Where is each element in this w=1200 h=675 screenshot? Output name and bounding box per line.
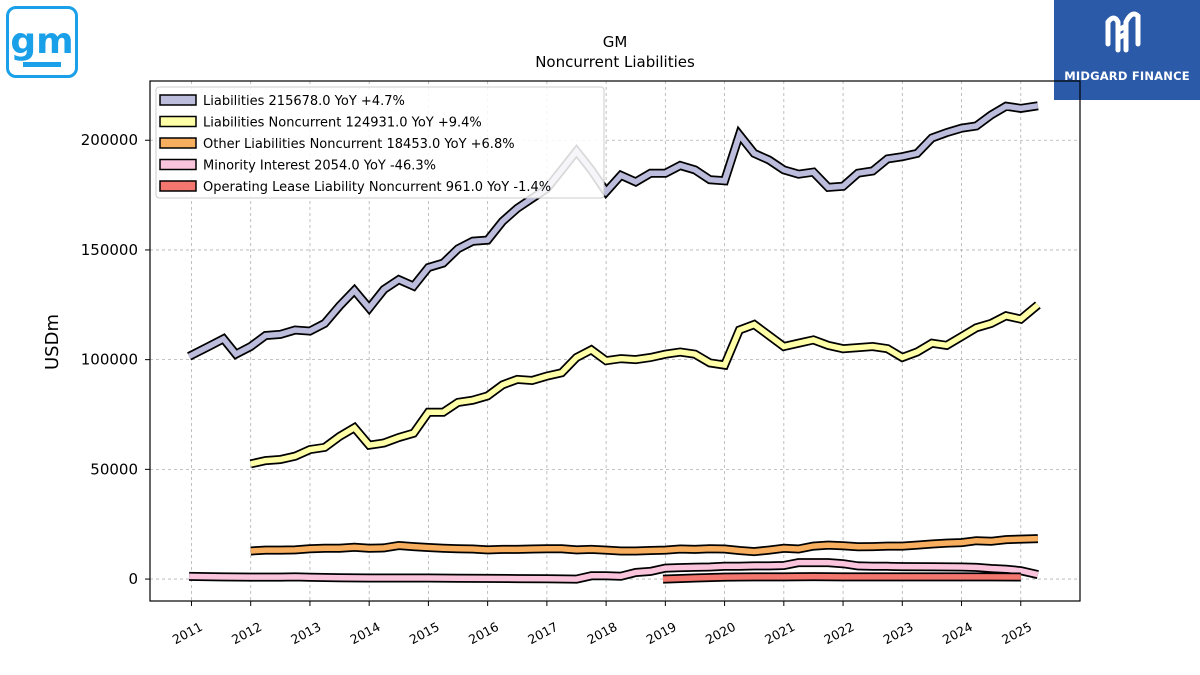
y-tick-label: 200000 <box>81 131 138 149</box>
y-tick-label: 0 <box>128 570 138 588</box>
chart-subtitle: Noncurrent Liabilities <box>535 53 695 71</box>
x-tick-label: 2017 <box>525 619 560 647</box>
legend: Liabilities 215678.0 YoY +4.7% Liabilitie… <box>155 86 605 199</box>
x-tick-label: 2019 <box>644 619 679 647</box>
series-line <box>662 572 1021 584</box>
legend-entry: Liabilities Noncurrent 124931.0 YoY +9.4… <box>203 116 482 131</box>
series-line <box>250 534 1039 557</box>
legend-swatch <box>159 180 197 192</box>
y-tick-label: 100000 <box>81 351 138 369</box>
series-line <box>187 101 1039 361</box>
x-tick-label: 2015 <box>407 619 442 647</box>
y-tick-label: 50000 <box>90 460 138 478</box>
plot-frame <box>149 80 1081 602</box>
x-tick-label: 2020 <box>703 619 738 647</box>
series-line-fill <box>189 559 1039 582</box>
x-tick-label: 2014 <box>347 619 382 647</box>
x-tick-label: 2011 <box>170 619 205 647</box>
chart-title: GM <box>602 33 628 51</box>
gm-logo-icon: gm <box>10 21 74 67</box>
x-tick-label: 2023 <box>881 619 916 647</box>
legend-swatch <box>159 94 197 106</box>
legend-swatch <box>159 115 197 128</box>
legend-entry: Minority Interest 2054.0 YoY -46.3% <box>203 159 436 174</box>
gm-logo-underline <box>23 62 61 67</box>
x-tick-label: 2013 <box>288 619 323 647</box>
legend-swatch <box>159 158 197 171</box>
x-tick-label: 2024 <box>940 619 975 647</box>
y-axis-label: USDm <box>42 314 63 370</box>
series-line <box>249 301 1041 469</box>
x-tick-label: 2016 <box>466 619 501 647</box>
series-line <box>189 558 1039 584</box>
y-tick-label: 150000 <box>81 241 138 259</box>
gm-logo-text: gm <box>10 21 73 62</box>
series-line-fill <box>187 103 1039 359</box>
publisher-badge: MIDGARD FINANCE <box>1054 0 1200 100</box>
x-tick-label: 2022 <box>821 619 856 647</box>
x-tick-label: 2018 <box>584 619 619 647</box>
legend-swatch <box>159 137 197 149</box>
midgard-finance-logo-icon <box>1105 11 1141 53</box>
series-lines <box>187 101 1041 584</box>
series-line-fill <box>662 573 1021 582</box>
gm-logo: gm <box>6 6 78 78</box>
legend-entry: Other Liabilities Noncurrent 18453.0 YoY… <box>203 137 515 152</box>
publisher-name: MIDGARD FINANCE <box>1064 69 1190 83</box>
legend-entry: Operating Lease Liability Noncurrent 961… <box>203 180 551 195</box>
x-tick-label: 2025 <box>999 619 1034 647</box>
x-tick-label: 2021 <box>762 619 797 647</box>
x-tick-label: 2012 <box>229 619 264 647</box>
series-line-fill <box>250 302 1040 467</box>
legend-box <box>155 86 605 199</box>
legend-entry: Liabilities 215678.0 YoY +4.7% <box>203 94 405 109</box>
series-line-fill <box>250 535 1038 555</box>
